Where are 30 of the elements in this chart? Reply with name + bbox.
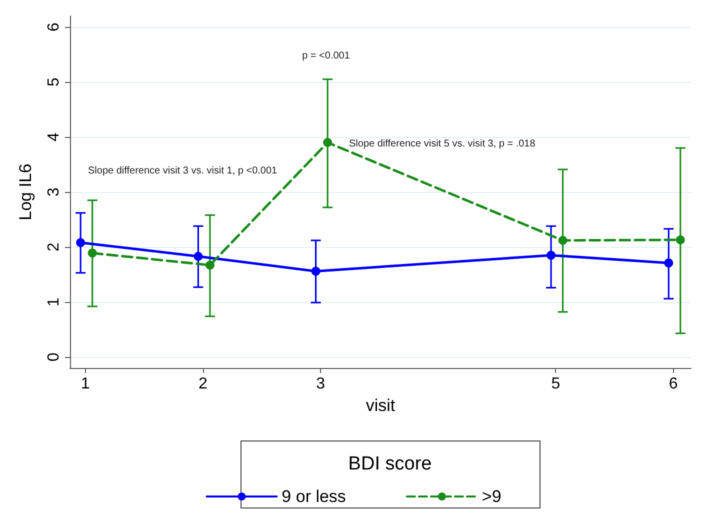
point <box>546 250 556 260</box>
point <box>194 252 203 261</box>
legend-label: 9 or less <box>282 487 346 506</box>
point <box>205 260 214 270</box>
x-tick-label: 6 <box>668 376 678 392</box>
point <box>664 258 674 268</box>
x-axis-title: visit <box>366 396 396 415</box>
y-tick-label: 2 <box>46 242 62 252</box>
y-tick-label: 0 <box>46 352 62 362</box>
y-tick-label: 5 <box>46 77 62 86</box>
y-tick-label: 6 <box>46 22 62 32</box>
y-tick-label: 1 <box>46 297 62 306</box>
legend-title: BDI score <box>348 454 432 474</box>
y-axis-title: Log IL6 <box>16 164 35 220</box>
point <box>676 235 685 244</box>
x-tick-label: 2 <box>198 376 208 392</box>
annotation: Slope difference visit 3 vs. visit 1, p <0.001 <box>88 166 278 176</box>
point <box>558 236 568 245</box>
y-tick-label: 4 <box>46 132 62 142</box>
annotation: Slope difference visit 5 vs. visit 3, p = .018 <box>349 138 536 150</box>
y-tick-label: 3 <box>46 187 62 196</box>
x-tick-label: 1 <box>80 376 90 392</box>
point <box>323 138 332 147</box>
x-tick-label: 3 <box>316 376 326 392</box>
point <box>76 238 86 248</box>
annotation: p = <0.001 <box>302 50 350 62</box>
point <box>88 248 97 258</box>
x-tick-label: 5 <box>551 376 560 392</box>
legend-label: >9 <box>482 487 502 506</box>
point <box>311 266 320 276</box>
